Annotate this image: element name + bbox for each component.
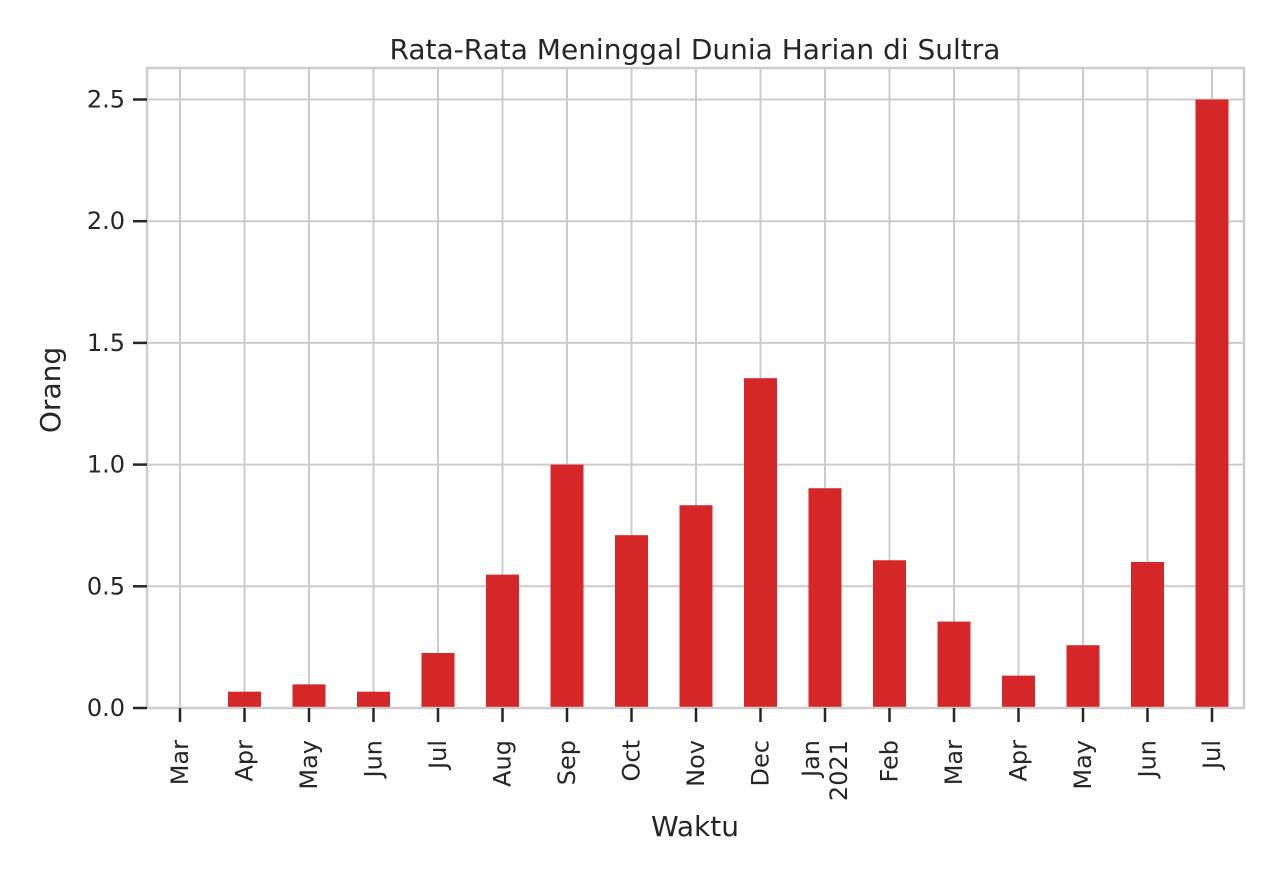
bar bbox=[357, 691, 390, 708]
y-tick-label: 0.5 bbox=[87, 572, 125, 600]
axis-ticks bbox=[133, 98, 1214, 722]
x-tick-label: May bbox=[295, 740, 323, 790]
bar bbox=[1195, 99, 1229, 708]
x-tick-label: Apr bbox=[231, 740, 259, 782]
y-tick-label: 2.5 bbox=[87, 86, 125, 114]
x-tick-label: Oct bbox=[618, 740, 646, 782]
bars bbox=[228, 99, 1229, 708]
x-tick-label: Jul bbox=[424, 740, 452, 771]
bar bbox=[1002, 675, 1035, 708]
x-tick-label: May bbox=[1069, 740, 1097, 790]
x-tick-labels: Mar Apr May Jun Jul Aug Sep Oct Nov Dec Jan2021 Feb… bbox=[166, 740, 1226, 801]
x-tick-label: Jun bbox=[1134, 740, 1162, 780]
x-tick-label: Mar bbox=[166, 740, 194, 785]
x-tick-label: Aug bbox=[489, 740, 517, 787]
x-tick-label: Jan2021 bbox=[797, 740, 853, 801]
bar bbox=[228, 691, 261, 708]
chart-title: Rata-Rata Meninggal Dunia Harian di Sult… bbox=[390, 33, 1001, 66]
bar bbox=[744, 378, 777, 708]
bar bbox=[615, 535, 648, 708]
x-axis-title: Waktu bbox=[651, 810, 739, 843]
x-tick-label: Nov bbox=[682, 740, 710, 787]
y-axis-title: Orang bbox=[34, 347, 67, 433]
x-tick-label: Dec bbox=[747, 740, 775, 786]
bar bbox=[421, 652, 455, 708]
y-tick-label: 2.0 bbox=[87, 207, 125, 235]
x-tick-label: Mar bbox=[940, 740, 968, 785]
bar bbox=[808, 488, 842, 708]
bar bbox=[679, 505, 713, 708]
bar bbox=[937, 621, 971, 708]
y-tick-label: 1.0 bbox=[87, 451, 125, 479]
y-tick-label: 0.0 bbox=[87, 694, 125, 722]
y-tick-labels: 0.0 0.5 1.0 1.5 2.0 2.5 bbox=[87, 86, 125, 723]
bar bbox=[550, 464, 584, 708]
y-tick-label: 1.5 bbox=[87, 329, 125, 357]
x-tick-label: Jul bbox=[1198, 740, 1226, 771]
x-tick-label: Apr bbox=[1005, 740, 1033, 782]
x-tick-label: Feb bbox=[876, 740, 904, 783]
bar bbox=[486, 574, 519, 708]
bar bbox=[292, 684, 326, 708]
x-tick-label: Sep bbox=[553, 740, 581, 785]
x-tick-label: Jun bbox=[360, 740, 388, 780]
bar bbox=[873, 560, 906, 708]
bar bbox=[1131, 561, 1164, 708]
bar bbox=[1066, 645, 1100, 708]
